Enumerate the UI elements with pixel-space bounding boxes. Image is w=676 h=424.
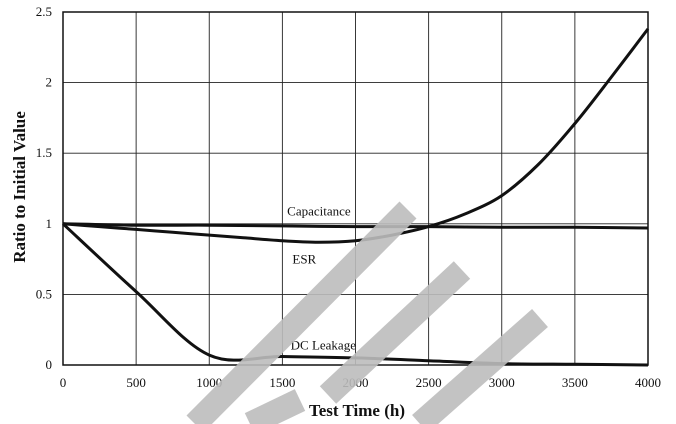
y-tick-label: 2 [46,75,53,90]
watermark-stroke [412,309,548,424]
annotation-label: DC Leakage [291,337,357,352]
watermark-stroke [244,389,306,424]
y-tick-label: 0.5 [36,286,52,301]
x-tick-label: 1500 [269,375,295,390]
y-tick-label: 2.5 [36,4,52,19]
watermark-stroke [319,261,471,404]
y-tick-label: 0 [46,357,53,372]
annotations: Capacitance ESR DC Leakage [287,203,356,352]
annotation-label: Capacitance [287,203,351,218]
watermark-stroke [186,201,417,424]
y-axis-title: Ratio to Initial Value [10,111,29,263]
annotation-label: ESR [292,251,316,266]
y-tick-labels: 0 0.5 1 1.5 2 2.5 [36,4,52,372]
x-tick-label: 3000 [489,375,515,390]
x-tick-label: 500 [126,375,146,390]
x-tick-label: 3500 [562,375,588,390]
x-tick-label: 0 [60,375,67,390]
y-tick-label: 1 [46,216,53,231]
x-axis-title: Test Time (h) [309,401,405,420]
series-line-capacitance [62,222,649,230]
y-tick-label: 1.5 [36,145,52,160]
x-tick-label: 2500 [416,375,442,390]
watermark-graphic [186,201,548,424]
series-line-esr [62,27,650,244]
x-tick-label: 4000 [635,375,661,390]
